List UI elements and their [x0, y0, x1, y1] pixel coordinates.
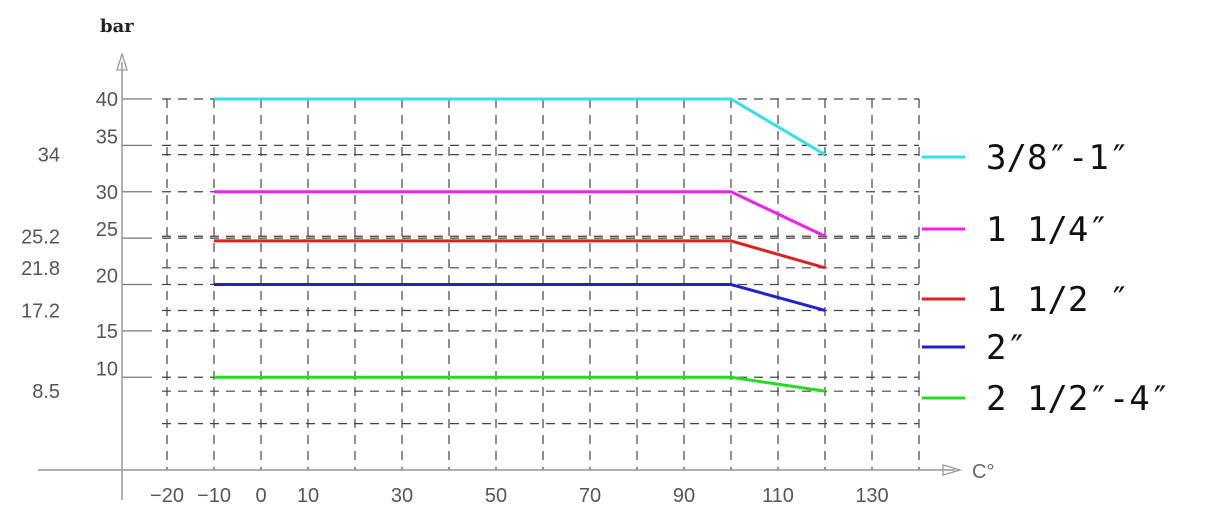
- x-tick-label: 130: [855, 485, 888, 506]
- y-tick-label-minor: 8.5: [32, 381, 60, 403]
- x-tick-label: 50: [485, 485, 507, 506]
- y-tick-label: 20: [96, 266, 118, 288]
- x-tick-label: 70: [579, 485, 601, 506]
- x-tick-label: −10: [197, 485, 231, 506]
- x-axis-unit: C°: [972, 461, 994, 483]
- y-tick-label: 30: [96, 182, 118, 204]
- y-axis-unit: bar: [100, 16, 134, 37]
- x-tick-label: 90: [673, 485, 695, 506]
- legend-label: 1 1/2 ″: [986, 280, 1129, 320]
- series-line: [214, 239, 826, 270]
- y-tick-label: 35: [96, 126, 118, 148]
- y-tick-label-minor: 34: [38, 145, 60, 167]
- y-tick-label-minor: 25.2: [21, 226, 60, 248]
- legend-label: 3/8″-1″: [986, 138, 1129, 178]
- x-tick-label: −20: [150, 485, 184, 506]
- axes: [38, 51, 963, 500]
- y-tick-label: 10: [96, 358, 118, 380]
- legend: 3/8″-1″ 1 1/4″ 1 1/2 ″ 2″ 2 1/2″-4″: [922, 138, 1170, 419]
- series-line: [214, 375, 826, 393]
- x-tick-label: 0: [255, 485, 266, 506]
- x-tick-label: 30: [391, 485, 413, 506]
- series-line: [214, 97, 826, 156]
- y-tick-label: 15: [96, 321, 118, 343]
- y-tick-label-minor: 21.8: [21, 258, 60, 280]
- legend-label: 2″: [986, 328, 1027, 368]
- y-tick-labels: 40 35 30 25 20 15 10 34 25.2 21.8 17.2 8.5: [21, 89, 118, 403]
- series-line: [214, 283, 826, 312]
- grid: [122, 98, 920, 470]
- legend-label: 1 1/4″: [986, 210, 1109, 250]
- x-axis-arrow: [942, 464, 963, 476]
- legend-label: 2 1/2″-4″: [986, 379, 1170, 419]
- y-tick-label: 25: [96, 219, 118, 241]
- y-tick-label: 40: [96, 89, 118, 111]
- x-tick-label: 110: [762, 485, 794, 506]
- x-tick-label: 10: [297, 485, 319, 506]
- x-tick-labels: −20 −10 0 10 30 50 70 90 110 130: [150, 485, 889, 506]
- y-tick-label-minor: 17.2: [21, 300, 60, 322]
- series-line: [214, 190, 826, 238]
- series-lines: [214, 97, 826, 393]
- y-axis-arrow: [116, 51, 128, 71]
